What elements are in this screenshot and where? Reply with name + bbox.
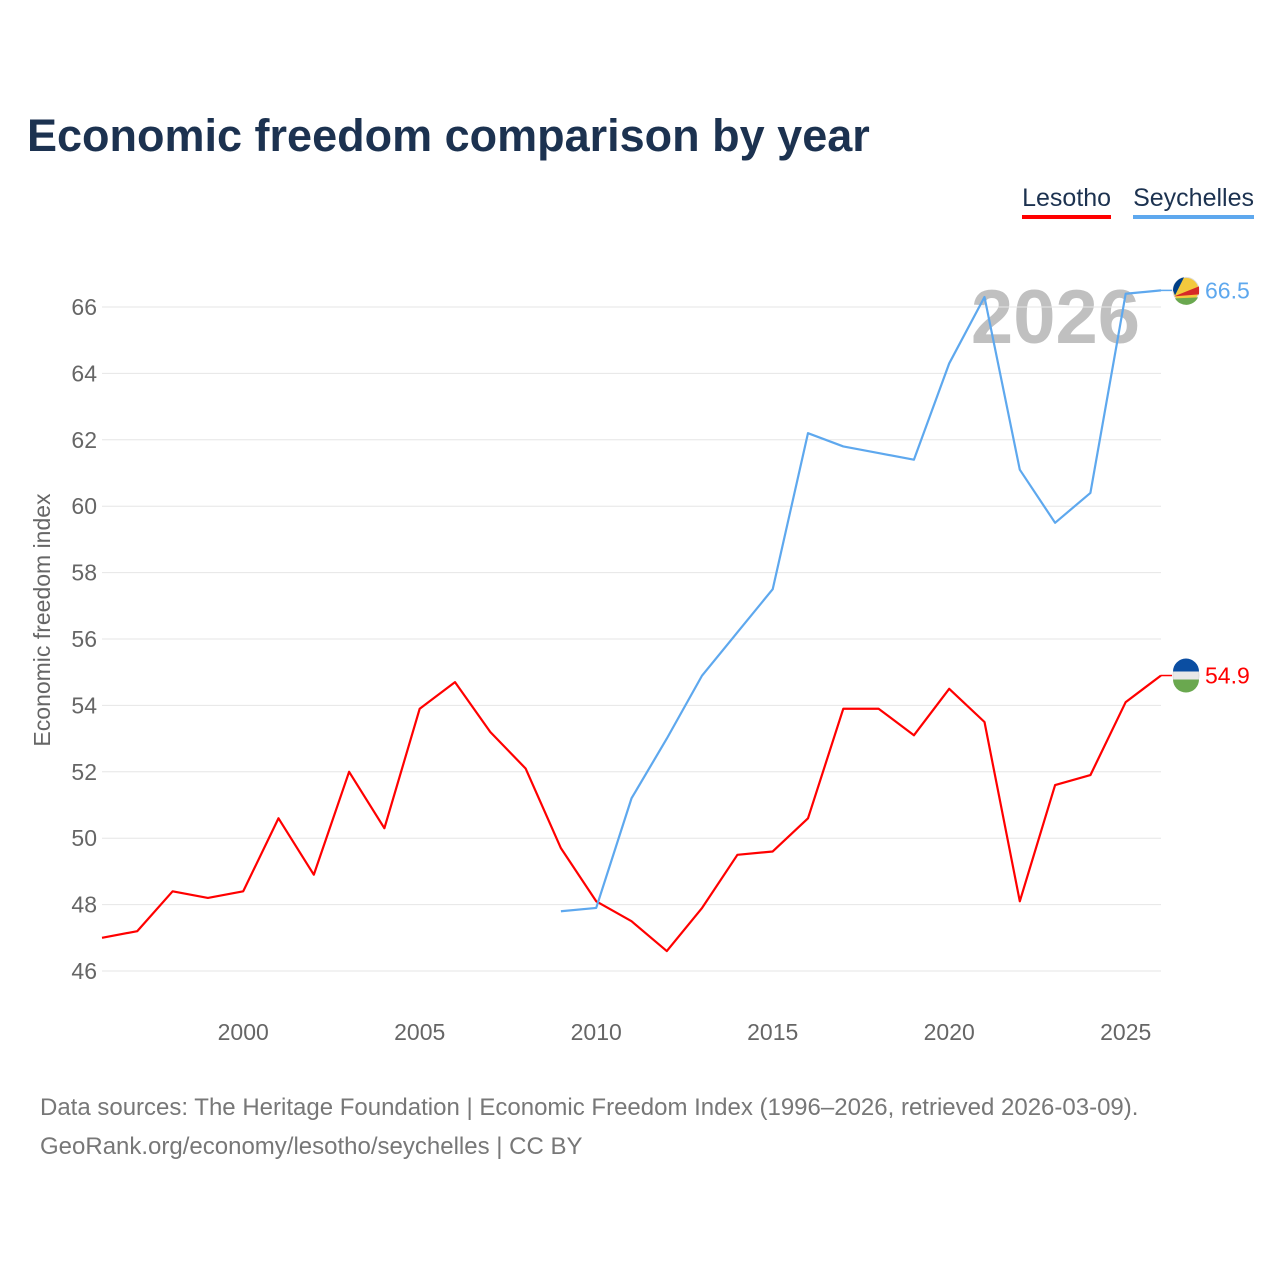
x-tick-label: 2000 [218,1019,269,1045]
y-tick-label: 50 [71,825,97,851]
legend: Lesotho Seychelles [1022,184,1254,219]
source-line-1[interactable]: Data sources: The Heritage Foundation | … [40,1094,1139,1121]
flag-band [1173,658,1199,672]
flag-band [1172,277,1184,296]
y-tick-label: 56 [71,626,97,652]
legend-lesotho[interactable]: Lesotho [1022,184,1112,219]
flag-band [1174,286,1199,297]
flag-band [1173,679,1199,693]
y-tick-label: 46 [71,958,97,984]
y-axis-label: Economic freedom index [29,493,55,747]
watermark-year: 2026 [971,275,1140,360]
y-tick-label: 58 [71,560,97,586]
end-value-label-lesotho: 54.9 [1205,663,1250,689]
y-tick-label: 48 [71,892,97,918]
y-tick-label: 64 [71,360,97,386]
series-line-seychelles [560,289,1162,913]
source-line-2[interactable]: GeoRank.org/economy/lesotho/seychelles |… [40,1133,583,1160]
source-note: Data sources: The Heritage Foundation | … [40,1088,1138,1166]
y-tick-label: 52 [71,759,97,785]
chart-title: Economic freedom comparison by year [27,110,870,161]
series-line-lesotho [101,674,1162,953]
legend-seychelles[interactable]: Seychelles [1133,184,1254,219]
flag-band [1175,297,1198,305]
x-tick-label: 2015 [747,1019,798,1045]
x-tick-label: 2010 [571,1019,622,1045]
x-tick-label: 2005 [394,1019,445,1045]
x-tick-label: 2025 [1100,1019,1151,1045]
y-tick-label: 66 [71,294,97,320]
y-tick-label: 62 [71,427,97,453]
end-value-label-seychelles: 66.5 [1205,277,1250,303]
x-tick-label: 2020 [924,1019,975,1045]
y-tick-label: 60 [71,493,97,519]
y-tick-label: 54 [71,692,97,718]
